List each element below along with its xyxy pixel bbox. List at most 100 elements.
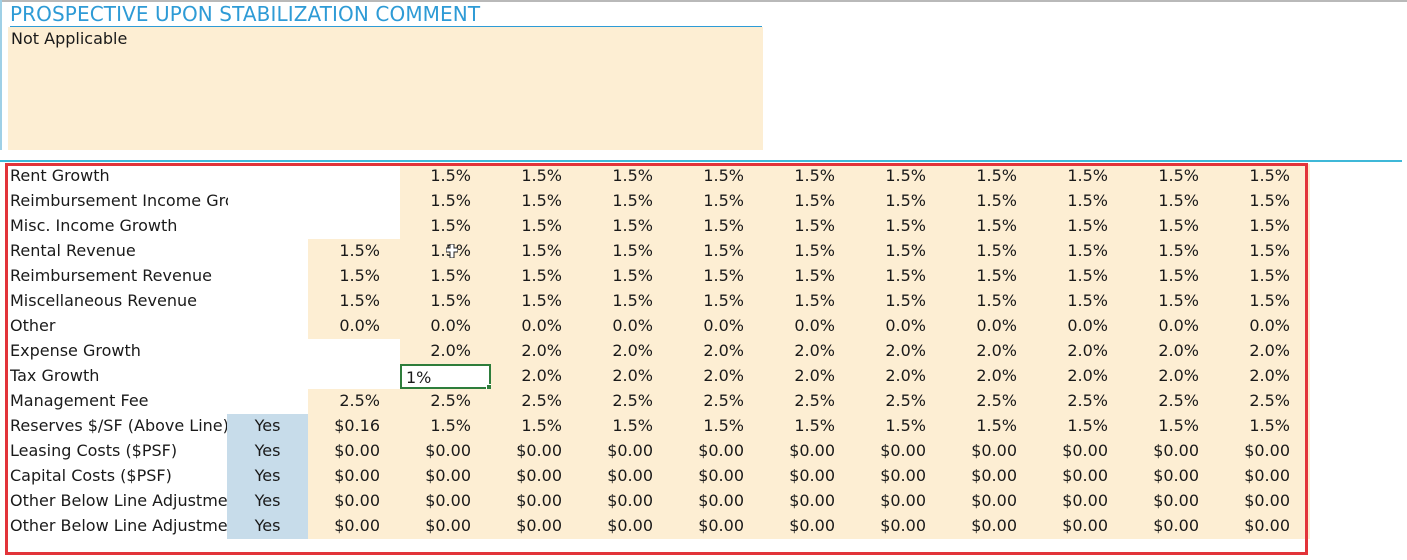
value-cell[interactable]: $0.00 xyxy=(673,439,764,464)
value-cell[interactable]: 1.5% xyxy=(1128,414,1219,439)
value-cell[interactable]: $0.00 xyxy=(400,514,491,539)
value-cell[interactable]: 1.5% xyxy=(764,414,855,439)
value-cell[interactable]: 0.0% xyxy=(1219,314,1310,339)
value-cell[interactable]: 1.5% xyxy=(946,189,1037,214)
value-cell[interactable]: 2.0% xyxy=(582,364,673,389)
value-cell[interactable]: 1.5% xyxy=(400,214,491,239)
toggle-cell[interactable]: Yes xyxy=(227,514,308,539)
value-cell[interactable]: 1.5% xyxy=(855,239,946,264)
value-cell[interactable]: 1.5% xyxy=(491,289,582,314)
value-cell[interactable]: 1.5% xyxy=(1037,214,1128,239)
value-cell[interactable]: 1.5% xyxy=(1219,214,1310,239)
value-cell[interactable]: $0.00 xyxy=(673,489,764,514)
value-cell[interactable]: $0.00 xyxy=(946,489,1037,514)
value-cell[interactable]: $0.00 xyxy=(1128,464,1219,489)
value-cell[interactable]: $0.00 xyxy=(400,464,491,489)
value-cell[interactable]: 1.5% xyxy=(855,289,946,314)
value-cell[interactable]: $0.00 xyxy=(946,439,1037,464)
value-cell[interactable]: 1.5% xyxy=(673,189,764,214)
value-cell[interactable]: 0.0% xyxy=(1128,314,1219,339)
value-cell[interactable]: 1.5% xyxy=(1128,214,1219,239)
value-cell[interactable]: 2.5% xyxy=(1128,389,1219,414)
year-one-cell[interactable]: 1.5% xyxy=(308,289,400,314)
value-cell[interactable]: $0.00 xyxy=(946,514,1037,539)
value-cell[interactable]: 1.5% xyxy=(855,164,946,189)
value-cell[interactable]: 1.5% xyxy=(855,214,946,239)
value-cell[interactable]: 1.5% xyxy=(1219,164,1310,189)
value-cell[interactable]: 2.5% xyxy=(855,389,946,414)
value-cell[interactable]: 0.0% xyxy=(582,314,673,339)
value-cell[interactable]: 0.0% xyxy=(673,314,764,339)
value-cell[interactable]: 2.0% xyxy=(1037,339,1128,364)
value-cell[interactable]: 1.5% xyxy=(400,164,491,189)
value-cell[interactable]: 1.5% xyxy=(491,414,582,439)
value-cell[interactable]: 1.5% xyxy=(673,414,764,439)
value-cell[interactable]: $0.00 xyxy=(855,489,946,514)
value-cell[interactable]: 1.5% xyxy=(764,289,855,314)
value-cell[interactable]: 1.5% xyxy=(582,164,673,189)
value-cell[interactable]: 1.5% xyxy=(1037,414,1128,439)
value-cell[interactable]: 1.5% xyxy=(946,289,1037,314)
value-cell[interactable]: 1.5% xyxy=(400,414,491,439)
value-cell[interactable]: 1.5% xyxy=(491,189,582,214)
value-cell[interactable]: 1.5% xyxy=(764,214,855,239)
value-cell[interactable]: 0.0% xyxy=(491,314,582,339)
value-cell[interactable]: 2.0% xyxy=(1128,339,1219,364)
value-cell[interactable]: 2.5% xyxy=(1037,389,1128,414)
value-cell[interactable]: $0.00 xyxy=(582,514,673,539)
value-cell[interactable]: $0.00 xyxy=(764,439,855,464)
value-cell[interactable]: 1.5% xyxy=(946,214,1037,239)
value-cell[interactable]: $0.00 xyxy=(491,514,582,539)
value-cell[interactable]: 1.5% xyxy=(673,264,764,289)
value-cell[interactable]: 2.0% xyxy=(673,339,764,364)
value-cell[interactable]: 1.5% xyxy=(582,214,673,239)
value-cell[interactable]: 1.5% xyxy=(1219,414,1310,439)
toggle-cell[interactable]: Yes xyxy=(227,489,308,514)
value-cell[interactable]: 1.5% xyxy=(855,414,946,439)
value-cell[interactable]: $0.00 xyxy=(1037,489,1128,514)
value-cell[interactable]: 2.0% xyxy=(491,364,582,389)
value-cell[interactable]: 2.5% xyxy=(764,389,855,414)
value-cell[interactable]: 1.5% xyxy=(491,164,582,189)
value-cell[interactable]: 1.5% xyxy=(1219,289,1310,314)
year-one-cell[interactable]: 0.0% xyxy=(308,314,400,339)
value-cell[interactable]: 1.5% xyxy=(764,264,855,289)
value-cell[interactable]: 1.5% xyxy=(764,189,855,214)
value-cell[interactable]: 1.5% xyxy=(946,164,1037,189)
value-cell[interactable]: $0.00 xyxy=(1128,514,1219,539)
value-cell[interactable]: 2.0% xyxy=(764,364,855,389)
value-cell[interactable]: 1.5% xyxy=(491,239,582,264)
value-cell[interactable]: 1.5% xyxy=(400,289,491,314)
value-cell[interactable]: $0.00 xyxy=(491,439,582,464)
value-cell[interactable]: $0.00 xyxy=(855,439,946,464)
toggle-cell[interactable]: Yes xyxy=(227,414,308,439)
year-one-cell[interactable]: $0.16 xyxy=(308,414,400,439)
value-cell[interactable]: $0.00 xyxy=(1219,514,1310,539)
year-one-cell[interactable]: $0.00 xyxy=(308,514,400,539)
value-cell[interactable]: 2.0% xyxy=(491,339,582,364)
value-cell[interactable]: $0.00 xyxy=(1219,439,1310,464)
comment-input-box[interactable]: Not Applicable xyxy=(8,27,763,150)
value-cell[interactable]: 1.5% xyxy=(855,189,946,214)
value-cell[interactable]: 1.5% xyxy=(673,239,764,264)
year-one-cell[interactable]: $0.00 xyxy=(308,464,400,489)
value-cell[interactable]: 0.0% xyxy=(855,314,946,339)
year-one-cell[interactable]: 2.5% xyxy=(308,389,400,414)
value-cell[interactable]: $0.00 xyxy=(400,489,491,514)
value-cell[interactable]: 1.5% xyxy=(1219,264,1310,289)
value-cell[interactable]: 2.0% xyxy=(764,339,855,364)
year-one-cell[interactable]: 1.5% xyxy=(308,239,400,264)
value-cell[interactable]: $0.00 xyxy=(673,514,764,539)
value-cell[interactable]: 1.5% xyxy=(673,289,764,314)
year-one-cell[interactable]: $0.00 xyxy=(308,489,400,514)
value-cell[interactable]: 1.5% xyxy=(673,164,764,189)
value-cell[interactable]: 1.5% xyxy=(1128,189,1219,214)
value-cell[interactable]: 1.5% xyxy=(1037,289,1128,314)
value-cell[interactable]: 2.5% xyxy=(946,389,1037,414)
value-cell[interactable]: 1.5% xyxy=(1128,264,1219,289)
value-cell[interactable]: $0.00 xyxy=(855,464,946,489)
value-cell[interactable]: 0.0% xyxy=(764,314,855,339)
value-cell[interactable]: 1.5% xyxy=(582,239,673,264)
value-cell[interactable]: 2.5% xyxy=(400,389,491,414)
value-cell[interactable]: 0.0% xyxy=(1037,314,1128,339)
